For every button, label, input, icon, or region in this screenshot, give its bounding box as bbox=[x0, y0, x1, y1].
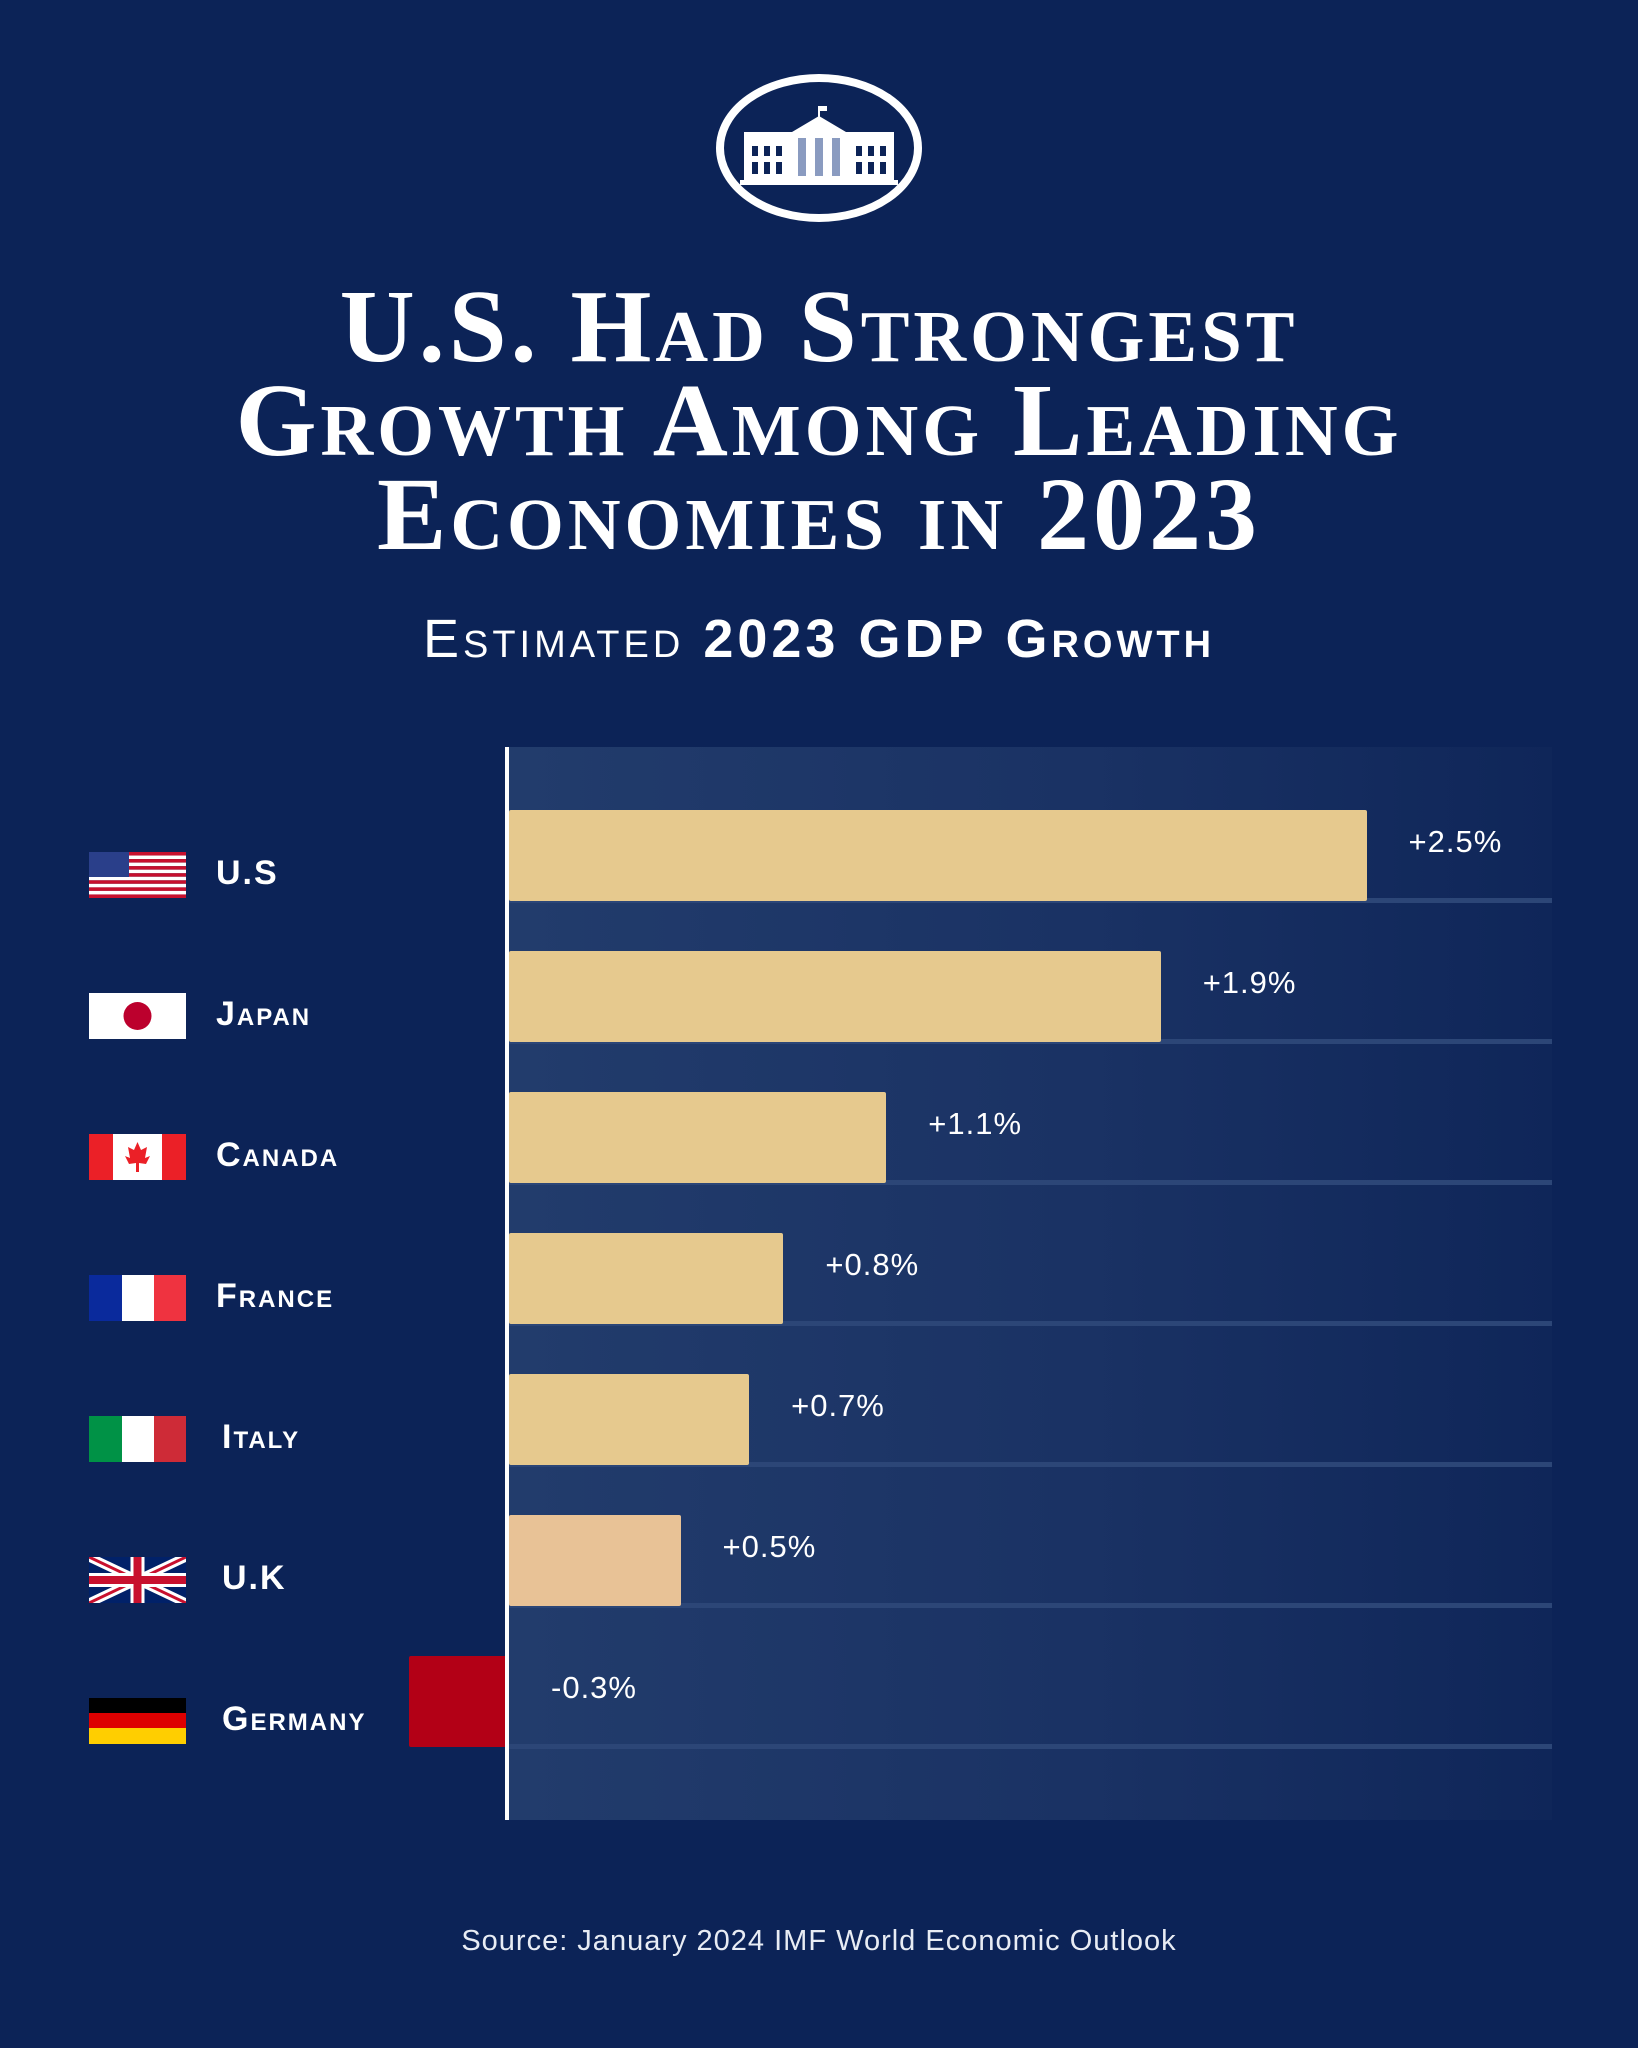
germany-flag-icon bbox=[89, 1698, 186, 1744]
chart-subtitle: Estimated 2023 GDP Growth bbox=[0, 608, 1638, 670]
row-separator bbox=[509, 1744, 1552, 1749]
category-label: U.K bbox=[222, 1559, 287, 1597]
row-separator bbox=[509, 1321, 1552, 1326]
source-note: Source: January 2024 IMF World Economic … bbox=[461, 1925, 1177, 1957]
uk-flag-icon bbox=[89, 1557, 186, 1603]
value-label: +0.8% bbox=[825, 1247, 920, 1282]
row-separator bbox=[509, 1603, 1552, 1608]
category-label: Italy bbox=[222, 1418, 301, 1456]
row-separator bbox=[509, 1462, 1552, 1467]
value-label: +1.1% bbox=[928, 1106, 1023, 1141]
value-label: +2.5% bbox=[1408, 824, 1503, 859]
value-label: -0.3% bbox=[551, 1670, 637, 1705]
us-flag-icon bbox=[89, 852, 186, 898]
subtitle-light: Estimated bbox=[422, 609, 685, 669]
bar-us bbox=[509, 810, 1367, 901]
title-line: Economies in 2023 bbox=[376, 457, 1262, 572]
canada-flag-icon bbox=[89, 1134, 186, 1180]
row-separator bbox=[509, 1180, 1552, 1185]
category-label: France bbox=[216, 1277, 335, 1315]
bar-uk bbox=[509, 1515, 681, 1606]
title-line: Growth Among Leading bbox=[235, 363, 1403, 478]
title-line: U.S. Had Strongest bbox=[339, 269, 1299, 384]
italy-flag-icon bbox=[89, 1416, 186, 1462]
bar-germany bbox=[409, 1656, 507, 1747]
bar-italy bbox=[509, 1374, 750, 1465]
value-label: +0.7% bbox=[791, 1388, 885, 1423]
bar-france bbox=[509, 1233, 784, 1324]
value-label: +0.5% bbox=[722, 1529, 817, 1564]
france-flag-icon bbox=[89, 1275, 186, 1321]
value-label: +1.9% bbox=[1202, 965, 1297, 1000]
japan-flag-icon bbox=[89, 993, 186, 1039]
category-label: U.S bbox=[216, 854, 279, 892]
zero-axis bbox=[505, 747, 509, 1820]
page-title: U.S. Had Strongest Growth Among Leading … bbox=[0, 269, 1638, 572]
category-label: Germany bbox=[222, 1700, 367, 1738]
bar-japan bbox=[509, 951, 1161, 1042]
category-label: Japan bbox=[216, 995, 312, 1033]
white-house-logo bbox=[716, 74, 922, 222]
category-label: Canada bbox=[216, 1136, 340, 1174]
bar-canada bbox=[509, 1092, 887, 1183]
subtitle-bold: 2023 GDP Growth bbox=[703, 609, 1216, 669]
